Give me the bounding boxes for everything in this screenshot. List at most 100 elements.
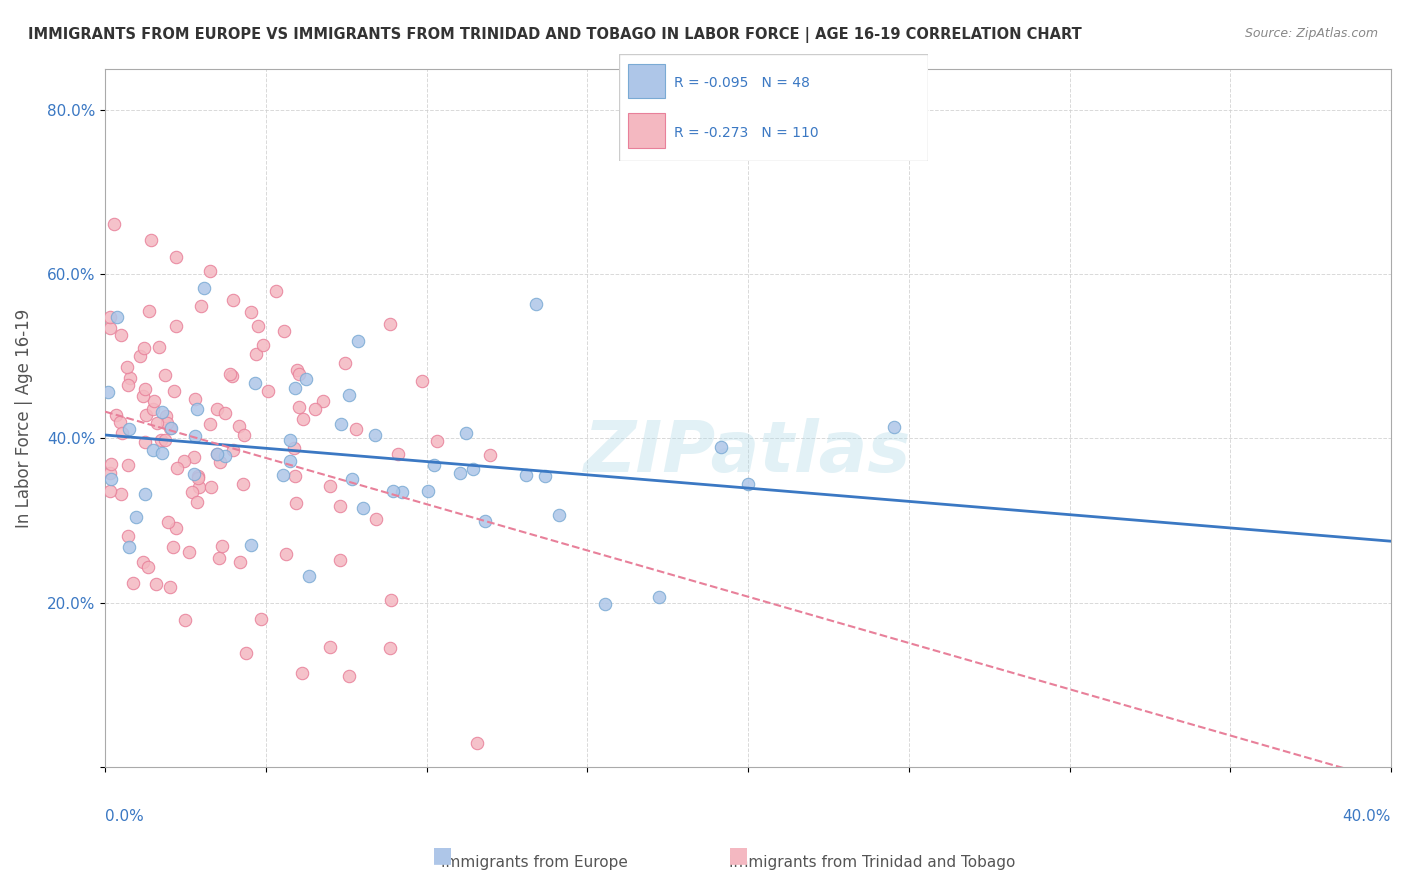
Immigrants from Europe [593,597,616,611]
Immigrants from Europe [205,447,228,461]
Bar [628,113,665,148]
Immigrants from Europe [278,454,301,468]
Text: 40.0%: 40.0% [1343,809,1391,824]
Immigrants from Europe [382,484,405,499]
Immigrants from Trinidad and Tobago [247,318,270,333]
Immigrants from Trinidad and Tobago [136,559,159,574]
Immigrants from Trinidad and Tobago [98,310,121,324]
Immigrants from Trinidad and Tobago [250,612,273,626]
Immigrants from Trinidad and Tobago [285,363,308,377]
Immigrants from Trinidad and Tobago [105,408,128,422]
Immigrants from Europe [284,381,307,395]
Immigrants from Europe [416,483,439,498]
Immigrants from Trinidad and Tobago [173,613,195,627]
Immigrants from Europe [142,443,165,458]
Immigrants from Trinidad and Tobago [208,551,231,566]
Immigrants from Trinidad and Tobago [155,434,177,448]
Immigrants from Europe [709,440,731,454]
Immigrants from Trinidad and Tobago [142,401,165,416]
Immigrants from Trinidad and Tobago [337,669,360,683]
Immigrants from Trinidad and Tobago [134,341,156,355]
Text: R = -0.273   N = 110: R = -0.273 N = 110 [675,126,818,140]
Immigrants from Trinidad and Tobago [117,529,139,543]
Immigrants from Trinidad and Tobago [162,540,184,554]
Immigrants from Europe [118,421,141,435]
Text: R = -0.095   N = 48: R = -0.095 N = 48 [675,77,810,90]
Text: Source: ZipAtlas.com: Source: ZipAtlas.com [1244,27,1378,40]
Immigrants from Trinidad and Tobago [134,434,156,449]
Immigrants from Trinidad and Tobago [311,393,333,408]
Immigrants from Trinidad and Tobago [329,499,352,513]
Immigrants from Trinidad and Tobago [318,640,340,654]
Immigrants from Trinidad and Tobago [218,367,240,381]
Immigrants from Trinidad and Tobago [110,327,132,342]
Immigrants from Europe [456,426,478,441]
Immigrants from Europe [271,468,294,483]
Immigrants from Trinidad and Tobago [98,321,121,335]
Immigrants from Europe [474,515,496,529]
Immigrants from Trinidad and Tobago [145,577,167,591]
Immigrants from Trinidad and Tobago [103,217,125,231]
Y-axis label: In Labor Force | Age 16-19: In Labor Force | Age 16-19 [15,309,32,527]
Immigrants from Trinidad and Tobago [329,553,352,567]
Bar [628,64,665,98]
Immigrants from Europe [97,384,120,399]
Immigrants from Trinidad and Tobago [200,480,222,494]
Immigrants from Europe [186,402,208,417]
Immigrants from Trinidad and Tobago [257,384,280,398]
Immigrants from Trinidad and Tobago [209,455,232,469]
Immigrants from Trinidad and Tobago [232,427,254,442]
Immigrants from Trinidad and Tobago [163,384,186,398]
Immigrants from Trinidad and Tobago [252,338,274,352]
Immigrants from Europe [183,467,205,481]
Immigrants from Trinidad and Tobago [135,408,157,422]
Immigrants from Trinidad and Tobago [426,434,449,448]
Immigrants from Europe [159,421,181,435]
Text: ■: ■ [433,846,453,865]
Immigrants from Europe [150,446,173,460]
Immigrants from Trinidad and Tobago [228,419,250,434]
Immigrants from Trinidad and Tobago [156,515,179,529]
Immigrants from Europe [125,509,148,524]
Immigrants from Trinidad and Tobago [198,264,221,278]
Immigrants from Trinidad and Tobago [292,412,315,426]
Immigrants from Trinidad and Tobago [319,478,342,492]
Immigrants from Trinidad and Tobago [387,447,409,461]
Immigrants from Trinidad and Tobago [183,450,205,464]
Immigrants from Europe [515,468,537,483]
Immigrants from Trinidad and Tobago [179,545,201,559]
Immigrants from Trinidad and Tobago [98,466,121,480]
Immigrants from Europe [240,538,263,552]
Immigrants from Europe [737,476,759,491]
Text: ZIPatlas: ZIPatlas [585,418,911,487]
Immigrants from Trinidad and Tobago [165,521,187,535]
Immigrants from Europe [883,420,905,434]
Immigrants from Europe [295,372,318,386]
Immigrants from Trinidad and Tobago [132,555,155,569]
Immigrants from Europe [461,462,484,476]
Immigrants from Trinidad and Tobago [110,487,132,501]
Immigrants from Trinidad and Tobago [235,647,257,661]
Immigrants from Trinidad and Tobago [276,547,298,561]
Immigrants from Trinidad and Tobago [304,402,326,417]
Immigrants from Trinidad and Tobago [221,369,243,384]
Immigrants from Europe [352,501,374,516]
Immigrants from Trinidad and Tobago [344,422,367,436]
Immigrants from Trinidad and Tobago [411,374,433,388]
Immigrants from Trinidad and Tobago [121,576,143,591]
Immigrants from Trinidad and Tobago [222,293,245,307]
Immigrants from Trinidad and Tobago [117,458,139,472]
Immigrants from Trinidad and Tobago [129,349,152,363]
Immigrants from Trinidad and Tobago [205,447,228,461]
Immigrants from Trinidad and Tobago [283,442,305,456]
Immigrants from Trinidad and Tobago [232,476,254,491]
Immigrants from Europe [214,449,236,463]
Immigrants from Trinidad and Tobago [284,469,307,483]
Immigrants from Trinidad and Tobago [240,305,263,319]
Immigrants from Trinidad and Tobago [181,485,204,500]
Immigrants from Trinidad and Tobago [273,324,295,338]
Immigrants from Trinidad and Tobago [188,479,211,493]
Immigrants from Trinidad and Tobago [229,555,252,569]
Immigrants from Europe [547,508,569,522]
Immigrants from Trinidad and Tobago [159,580,181,594]
